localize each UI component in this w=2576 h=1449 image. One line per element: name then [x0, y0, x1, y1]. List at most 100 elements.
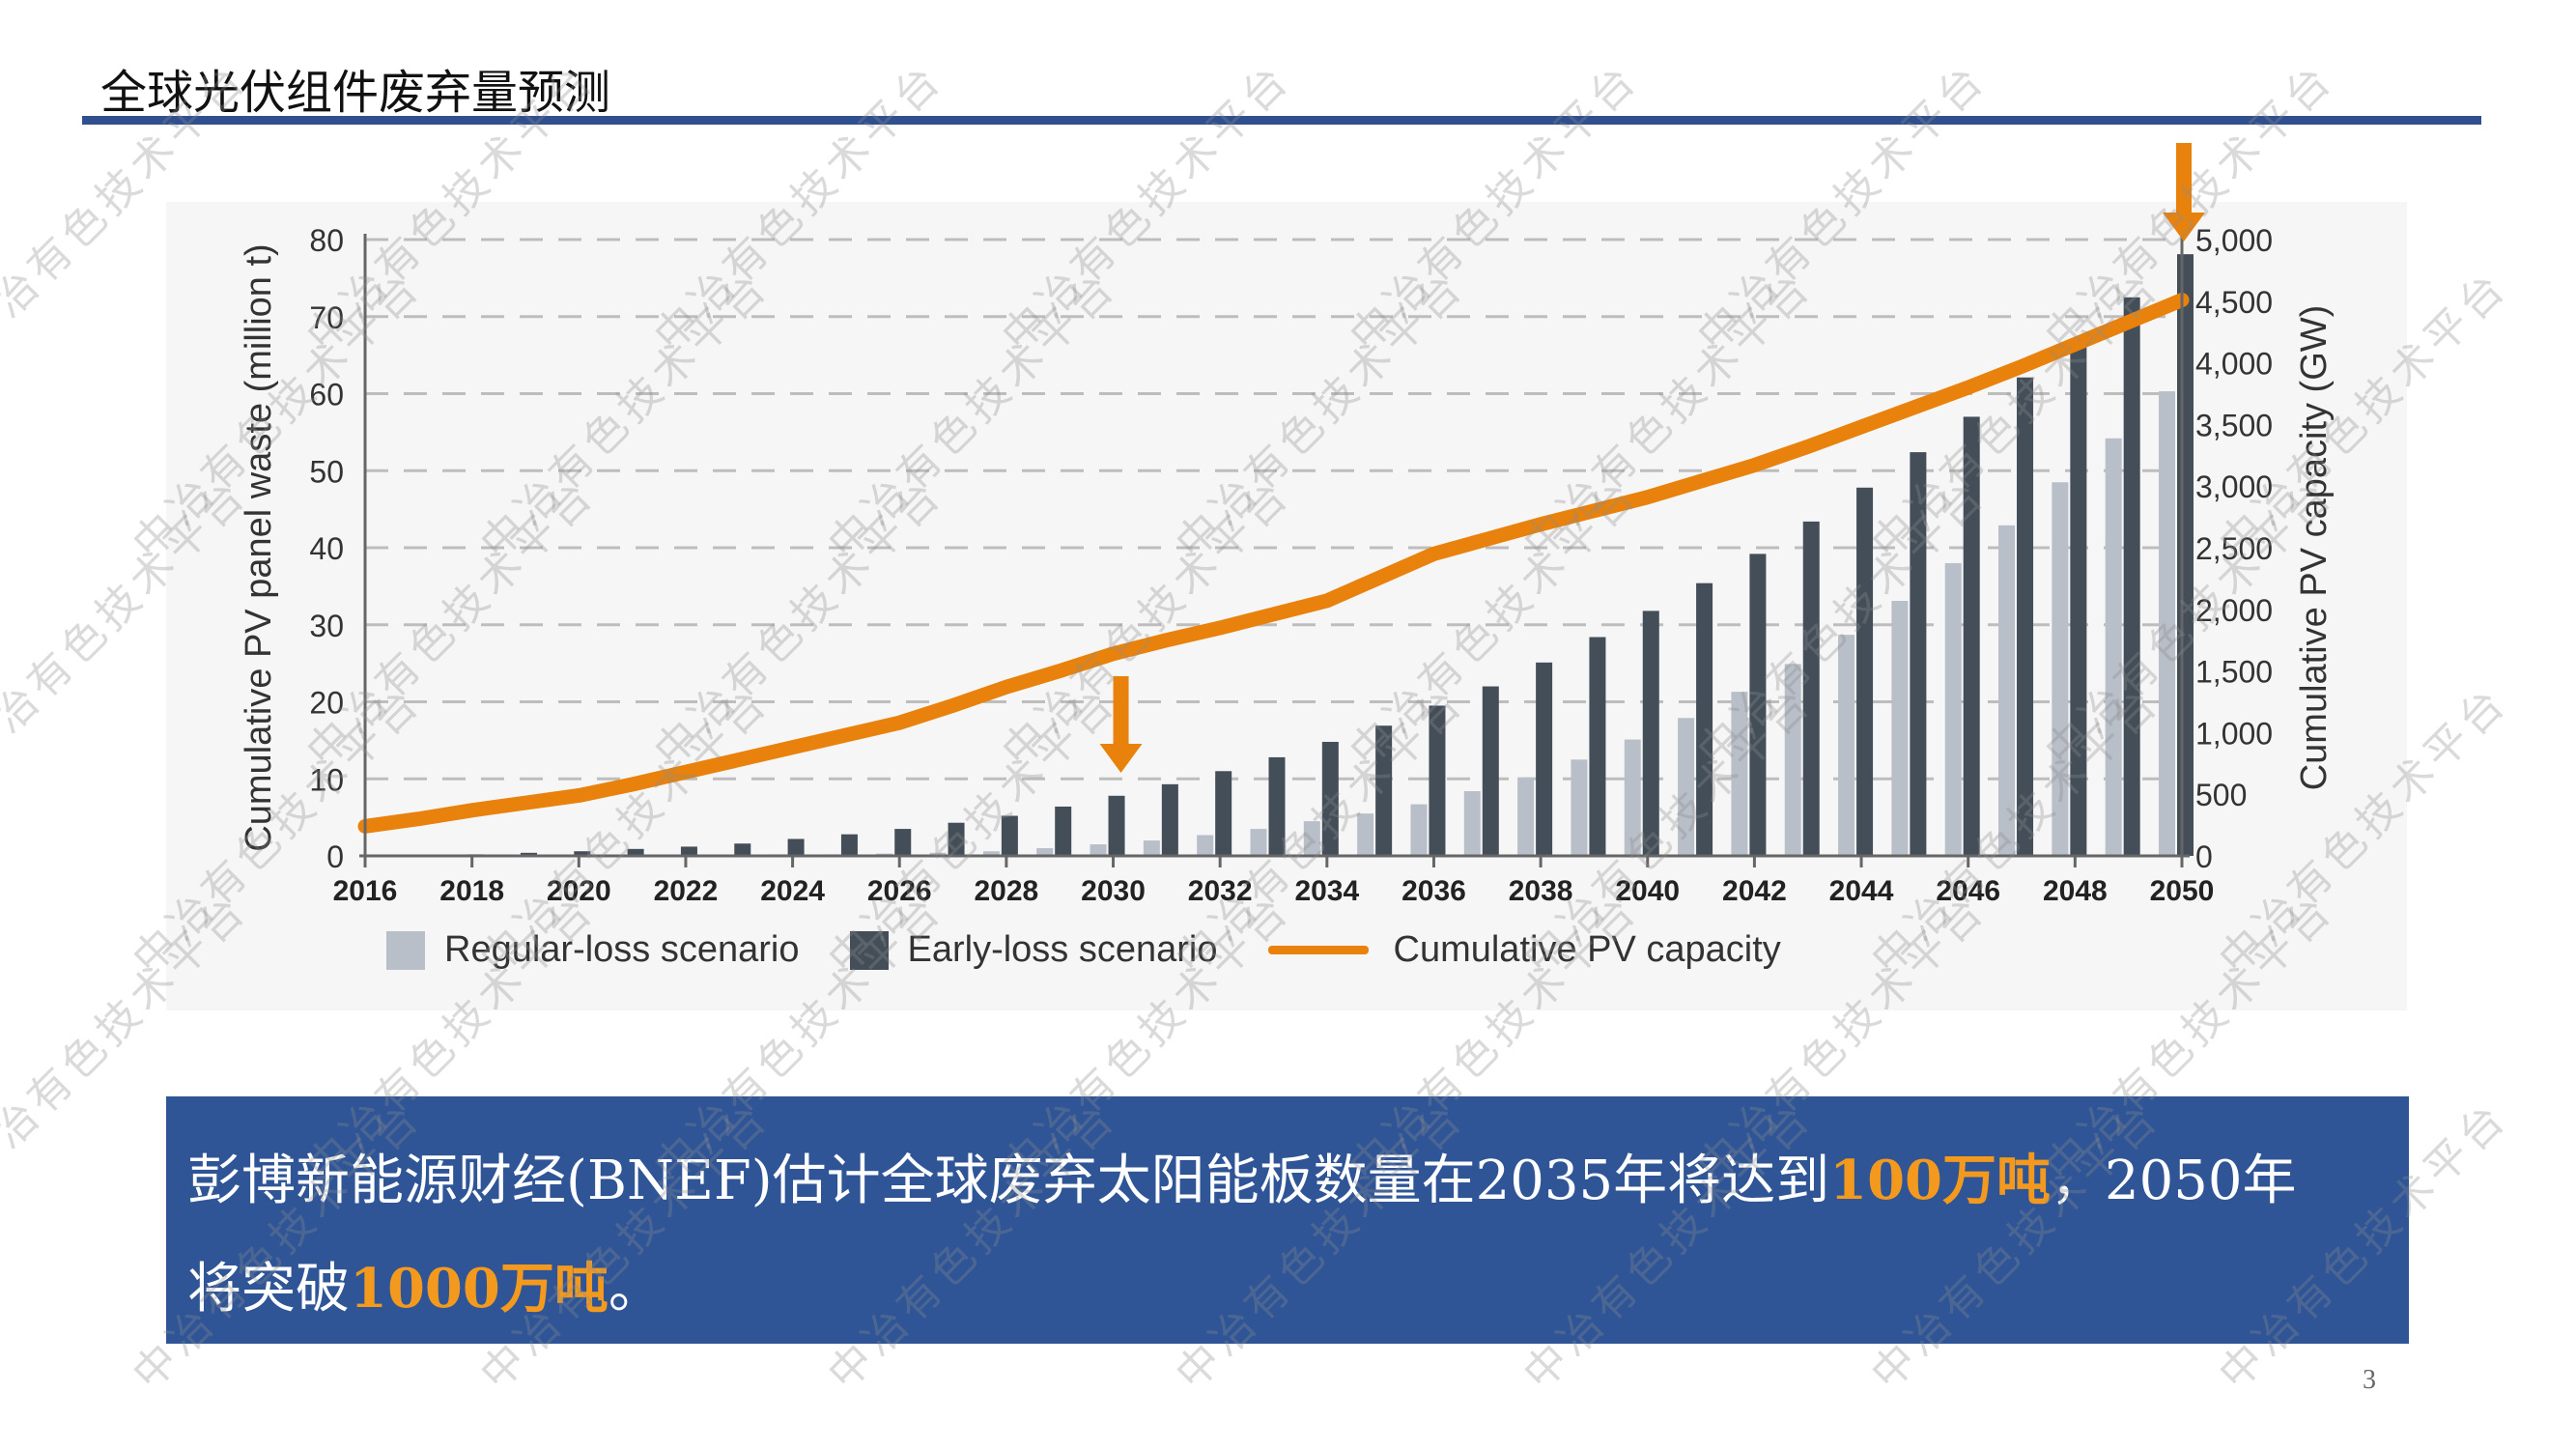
y2-tick-label: 500: [2195, 778, 2247, 812]
bar-early-loss-2035: [1375, 725, 1393, 856]
slide-title: 全球光伏组件废弃量预测: [100, 66, 611, 120]
bars: [360, 254, 2194, 857]
bar-regular-loss-2038: [1517, 777, 1535, 856]
legend-label: Early-loss scenario: [907, 929, 1218, 970]
gridlines: [365, 238, 2182, 781]
x-tick-label: 2038: [1509, 875, 1573, 907]
bar-regular-loss-2030: [1090, 844, 1107, 856]
bar-early-loss-2028: [1001, 815, 1018, 856]
x-tick-label: 2048: [2043, 875, 2108, 907]
callout-text: 将突破: [187, 1258, 350, 1321]
bar-early-loss-2047: [2017, 377, 2034, 856]
x-tick-label: 2022: [654, 875, 719, 907]
x-tick-label: 2028: [975, 875, 1039, 907]
callout-highlight: 1000万吨: [350, 1257, 609, 1321]
page-number: 3: [2363, 1365, 2376, 1395]
bar-early-loss-2036: [1429, 705, 1446, 856]
callout-text: 。: [608, 1258, 663, 1321]
bar-regular-loss-2049: [2105, 438, 2122, 856]
bar-early-loss-2032: [1215, 771, 1232, 856]
bar-regular-loss-2043: [1784, 664, 1801, 856]
y2-tick-label: 4,000: [2195, 347, 2273, 382]
bar-regular-loss-2040: [1624, 739, 1641, 856]
x-tick-label: 2032: [1188, 875, 1253, 907]
bar-early-loss-2039: [1589, 637, 1606, 856]
y2-tick-label: 1,000: [2195, 716, 2273, 751]
bar-early-loss-2037: [1482, 686, 1499, 856]
y2-tick-label: 3,000: [2195, 469, 2273, 504]
callout-highlight: 100万吨: [1829, 1149, 2052, 1212]
bar-early-loss-2044: [1856, 487, 1874, 856]
bar-regular-loss-2035: [1357, 813, 1374, 856]
bar-early-loss-2042: [1749, 554, 1767, 856]
bar-early-loss-2021: [627, 848, 644, 856]
bar-regular-loss-2039: [1571, 759, 1588, 856]
bar-early-loss-2026: [894, 829, 912, 856]
x-tick-label: 2044: [1829, 875, 1894, 907]
annotation-arrows: [1099, 143, 2205, 773]
bar-early-loss-2031: [1161, 783, 1178, 856]
y-tick-label: 0: [326, 839, 344, 874]
bar-early-loss-2023: [734, 843, 751, 856]
legend-swatch-early-loss: [849, 930, 889, 970]
bar-regular-loss-2032: [1197, 835, 1214, 856]
x-tick-label: 2016: [333, 875, 398, 907]
y-tick-label: 10: [309, 762, 344, 797]
bar-early-loss-2030: [1108, 795, 1125, 856]
legend-swatch-regular-loss: [386, 930, 425, 970]
x-tick-label: 2036: [1401, 875, 1466, 907]
y2-axis-label: Cumulative PV capacity (GW): [2294, 305, 2335, 791]
arrow-down-icon: [2163, 143, 2205, 242]
bar-early-loss-2025: [840, 834, 858, 856]
bar-regular-loss-2034: [1303, 821, 1320, 856]
y2-tick-label: 2,000: [2195, 593, 2273, 628]
legend-item-early-loss: Early-loss scenario: [849, 929, 1218, 971]
y2-tick-label: 4,500: [2195, 285, 2273, 320]
bar-early-loss-2020: [574, 851, 591, 856]
legend-item-regular-loss: Regular-loss scenario: [386, 929, 800, 971]
bar-regular-loss-2028: [982, 851, 1000, 856]
legend-item-capacity: Cumulative PV capacity: [1267, 929, 1781, 971]
bar-early-loss-2046: [1963, 416, 1980, 856]
legend-swatch-capacity: [1267, 946, 1369, 954]
bar-regular-loss-2029: [1036, 848, 1054, 856]
bar-early-loss-2040: [1642, 611, 1659, 856]
callout-line-1: 彭博新能源财经(BNEF)估计全球废弃太阳能板数量在2035年将达到100万吨，…: [187, 1137, 2297, 1215]
x-tick-label: 2018: [439, 875, 504, 907]
bar-regular-loss-2045: [1891, 601, 1909, 856]
bar-regular-loss-2033: [1250, 829, 1267, 856]
x-tick-label: 2020: [547, 875, 611, 907]
x-tick-label: 2024: [760, 875, 825, 907]
bar-regular-loss-2050: [2159, 391, 2175, 856]
bar-early-loss-2034: [1321, 741, 1339, 856]
x-tick-label: 2026: [867, 875, 932, 907]
bar-early-loss-2019: [520, 852, 537, 856]
bar-early-loss-2048: [2070, 339, 2087, 856]
x-tick-label: 2040: [1615, 875, 1680, 907]
x-tick-label: 2034: [1294, 875, 1359, 907]
bar-regular-loss-2037: [1463, 791, 1481, 856]
y-axis-label: Cumulative PV panel waste (million t): [239, 243, 279, 851]
chart-legend: Regular-loss scenario Early-loss scenari…: [386, 929, 1831, 971]
legend-label: Regular-loss scenario: [444, 929, 800, 970]
bar-early-loss-2045: [1910, 452, 1927, 856]
y2-tick-label: 1,500: [2195, 655, 2273, 690]
y-tick-label: 20: [309, 686, 344, 721]
bar-regular-loss-2047: [1998, 525, 2016, 856]
title-rule: [82, 116, 2481, 125]
bar-regular-loss-2048: [2052, 482, 2069, 856]
series-line-cumulative-pv-capacity: [357, 293, 2190, 834]
y-tick-label: 30: [309, 609, 344, 643]
bar-regular-loss-2027: [929, 852, 947, 856]
bar-early-loss-2050: [2177, 254, 2194, 857]
bar-regular-loss-2031: [1143, 840, 1160, 856]
bar-early-loss-2027: [948, 822, 965, 856]
y2-tick-label: 0: [2195, 839, 2213, 874]
bar-regular-loss-2044: [1838, 635, 1855, 856]
bar-early-loss-2022: [680, 846, 697, 856]
axes: [359, 234, 2190, 867]
bar-regular-loss-2042: [1731, 692, 1748, 856]
bar-early-loss-2041: [1696, 582, 1713, 856]
y2-tick-label: 3,500: [2195, 408, 2273, 442]
